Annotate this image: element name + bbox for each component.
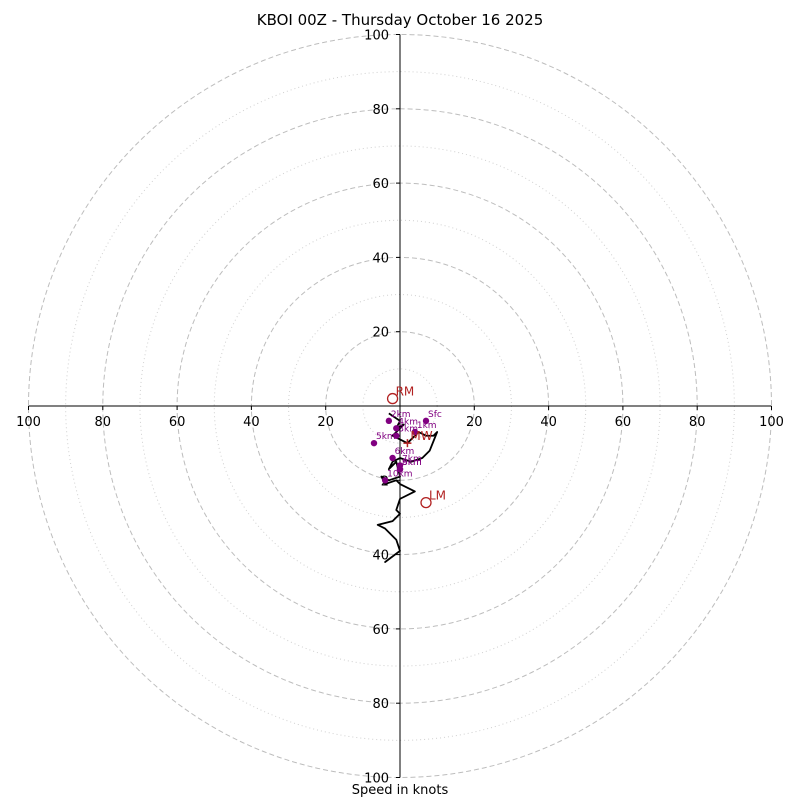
x-axis-label: Speed in knots — [351, 783, 449, 798]
level-label: 2km — [391, 410, 411, 420]
storm-motion-markers: RM LM MW — [386, 385, 446, 509]
y-tick-label: 60 — [372, 177, 389, 192]
x-tick-label: 40 — [243, 415, 260, 430]
level-label: 1km — [417, 421, 437, 431]
storm-motion-label: LM — [429, 489, 446, 503]
x-tick-label: 20 — [466, 415, 483, 430]
level-point — [422, 417, 430, 425]
tick-labels: 1008060402020406080100100806040202406080… — [16, 29, 784, 787]
level-label: 4km — [398, 417, 418, 427]
level-label: 8km — [402, 458, 422, 468]
level-label: 5km — [376, 432, 396, 442]
y-tick-label: 20 — [372, 326, 389, 341]
x-tick-label: 80 — [95, 415, 112, 430]
x-tick-label: 20 — [317, 415, 334, 430]
y-tick-label: 100 — [364, 29, 389, 44]
level-label: 10km — [387, 469, 412, 479]
y-tick-label: 80 — [372, 103, 389, 118]
chart-title: KBOI 00Z - Thursday October 16 2025 — [256, 11, 544, 29]
y-tick-label: 80 — [372, 697, 389, 712]
level-point — [393, 425, 400, 432]
level-label: 3km — [398, 425, 418, 435]
hodograph-line — [376, 412, 439, 563]
level-point — [370, 439, 378, 447]
x-tick-label: 40 — [540, 415, 557, 430]
x-tick-label: 60 — [169, 415, 186, 430]
axes — [28, 34, 772, 778]
level-point — [393, 432, 400, 439]
storm-motion-point — [420, 496, 432, 509]
x-tick-label: 80 — [689, 415, 706, 430]
y-tick-label: 40 — [372, 251, 389, 266]
storm-motion-point — [386, 392, 399, 405]
storm-motion-label: RM — [396, 385, 415, 399]
level-point — [389, 454, 396, 462]
x-tick-label: 100 — [759, 415, 784, 430]
hodograph-trace — [376, 412, 439, 563]
y-tick-label: 100 — [364, 772, 389, 787]
x-tick-label: 100 — [16, 415, 41, 430]
y-tick-label: 40 — [372, 549, 389, 564]
level-point — [385, 417, 393, 425]
y-tick-label: 60 — [372, 623, 389, 638]
level-label: 6km — [395, 447, 415, 457]
level-point — [381, 477, 389, 484]
level-label: 9km — [402, 458, 422, 468]
storm-motion-label: MW — [410, 429, 432, 443]
level-point — [411, 428, 419, 436]
level-point — [396, 465, 404, 473]
level-label: Sfc — [428, 410, 442, 420]
x-tick-label: 60 — [615, 415, 632, 430]
level-label: 7km — [402, 454, 422, 464]
